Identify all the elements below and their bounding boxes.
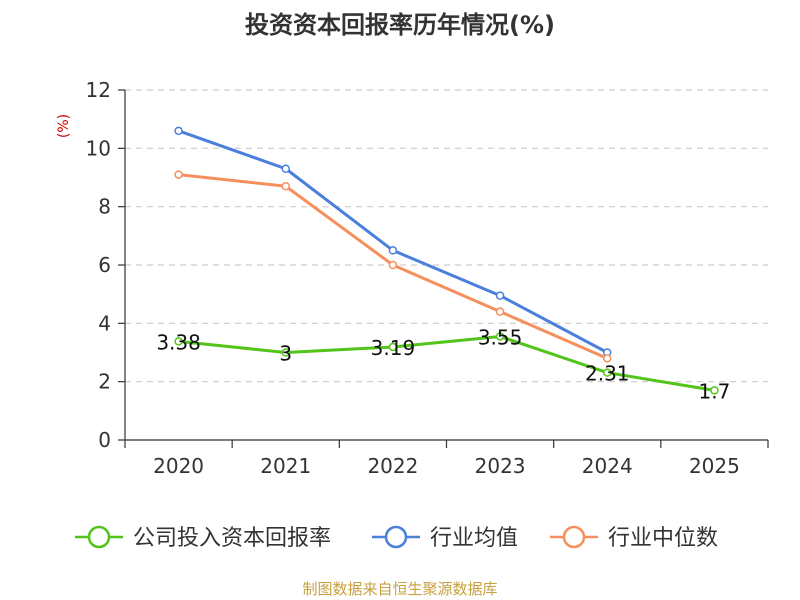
legend-circle-icon (384, 525, 408, 549)
chart-title: 投资资本回报率历年情况(%) (245, 11, 555, 39)
legend-label: 行业中位数 (608, 526, 718, 551)
legend-circle-icon (87, 525, 111, 549)
legend-label: 公司投入资本回报率 (133, 526, 331, 551)
y-tick-label: 2 (98, 370, 111, 394)
x-tick-label: 2020 (153, 454, 204, 478)
data-point (281, 182, 290, 191)
data-label: 3 (279, 342, 292, 366)
y-tick-label: 8 (98, 195, 111, 219)
legend-label: 行业均值 (430, 526, 518, 551)
x-tick-label: 2024 (582, 454, 633, 478)
y-axis-label: (%) (56, 114, 72, 138)
data-point (495, 332, 505, 341)
data-label: 1.7 (699, 379, 731, 403)
x-tick-label: 2023 (475, 454, 526, 478)
legend-item-0[interactable]: 公司投入资本回报率 (75, 525, 331, 551)
data-point (388, 246, 398, 255)
x-tick-label: 2025 (689, 454, 740, 478)
data-point (495, 291, 505, 300)
data-point (710, 386, 719, 395)
series-lines (174, 126, 719, 395)
data-point (495, 307, 505, 316)
y-tick-label: 6 (98, 253, 111, 277)
data-point (174, 170, 183, 179)
legend-circle-icon (562, 525, 586, 549)
data-point (281, 348, 290, 357)
data-label: 3.38 (156, 330, 201, 354)
y-tick-label: 10 (86, 136, 111, 160)
y-tick-label: 12 (86, 78, 111, 102)
data-point (174, 337, 183, 346)
data-label: 3.55 (478, 325, 523, 349)
data-point (388, 342, 398, 352)
data-label: 3.19 (371, 336, 416, 360)
data-point (603, 368, 612, 377)
series-line-0 (178, 334, 715, 392)
y-tick-label: 0 (98, 428, 111, 452)
grid-lines (125, 89, 768, 383)
y-tick-label: 4 (98, 311, 111, 335)
data-point (281, 164, 290, 173)
series-line-1 (178, 129, 608, 354)
x-tick-label: 2021 (260, 454, 311, 478)
data-point (388, 260, 398, 270)
legend-item-2[interactable]: 行业中位数 (550, 525, 718, 551)
x-tick-label: 2022 (367, 454, 418, 478)
source-note: 制图数据来自恒生聚源数据库 (302, 580, 497, 598)
data-labels: 3.38 3 3.19 3.55 2.31 1.7 (156, 325, 730, 403)
data-label: 2.31 (585, 362, 630, 386)
legend[interactable]: 公司投入资本回报率 行业均值 行业中位数 (75, 525, 718, 551)
data-point (603, 354, 612, 363)
legend-item-1[interactable]: 行业均值 (372, 525, 518, 551)
data-point (174, 126, 183, 136)
axes: 0 2 4 6 8 10 12 2020 2021 2022 2023 2024 2025 (86, 78, 769, 478)
